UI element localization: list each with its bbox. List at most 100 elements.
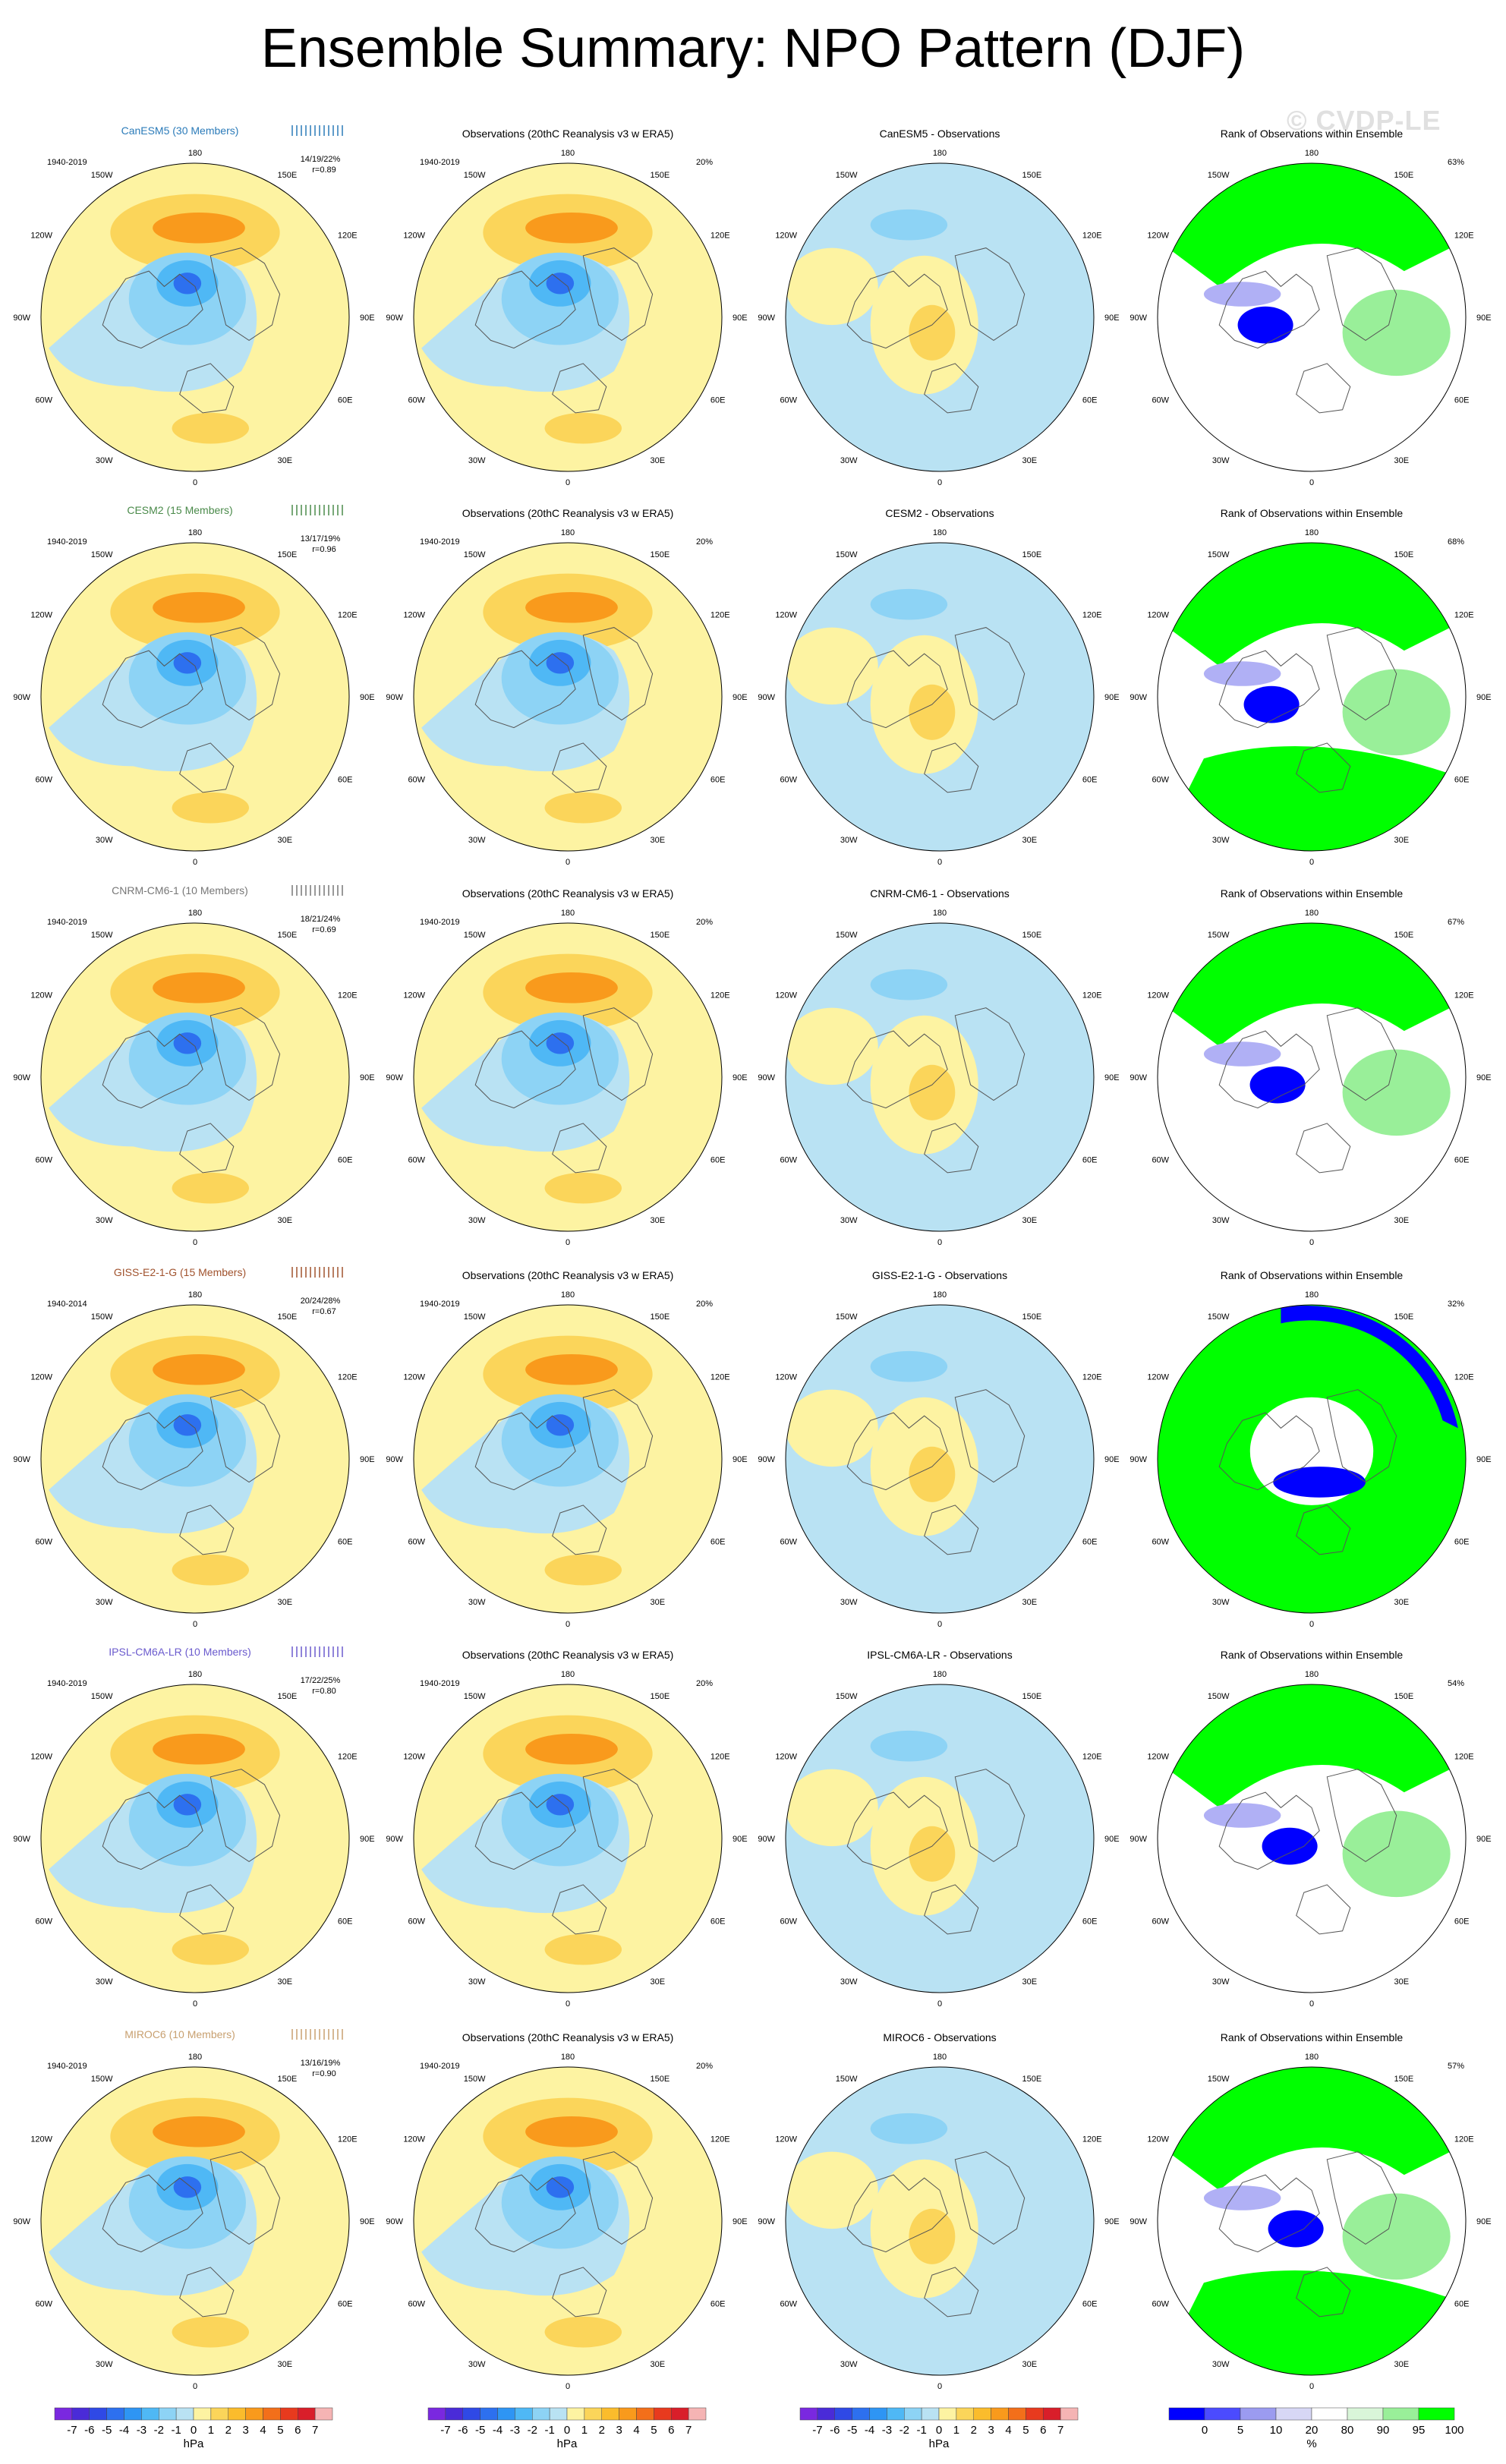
longitude-label: 180 <box>1305 1670 1319 1679</box>
map-panel: 180 150E 120E 90E 60E 30E 0 30W 60W 90W 120W 150W CE… <box>758 507 1119 867</box>
coastline <box>582 1769 654 1863</box>
longitude-label: 90W <box>1130 2217 1147 2226</box>
longitude-label: 150E <box>651 550 670 559</box>
obs-title: Observations (20thC Reanalysis v3 w ERA5… <box>462 507 674 519</box>
positive-anomaly <box>786 627 878 705</box>
coastline <box>179 1505 235 1555</box>
negative-anomaly <box>870 1730 948 1762</box>
colorbar-tick-label: 4 <box>1005 2424 1011 2437</box>
coastline <box>924 742 979 793</box>
coastline <box>210 247 281 342</box>
coastline <box>474 270 576 349</box>
positive-anomaly <box>909 1446 956 1502</box>
longitude-label: 60E <box>1082 1917 1098 1927</box>
longitude-label: 30E <box>1022 1977 1038 1987</box>
positive-anomaly <box>153 972 245 1004</box>
colorbar-tick-label: 5 <box>1022 2424 1029 2437</box>
coastlines <box>102 1389 281 1555</box>
period-label: 1940-2019 <box>47 158 87 167</box>
longitude-label: 150E <box>1022 2075 1042 2084</box>
map-border <box>40 1304 350 1614</box>
longitude-label: 180 <box>1305 2053 1319 2062</box>
longitude-label: 90E <box>1476 1073 1492 1082</box>
coastline <box>179 2267 235 2317</box>
colorbar-tick-label: -5 <box>475 2424 485 2437</box>
coastlines <box>1218 2151 1397 2317</box>
positive-anomaly <box>909 684 956 740</box>
map-panel: 180 150E 120E 90E 60E 30E 0 30W 60W 90W 120W 150W Ra… <box>1130 2031 1491 2391</box>
longitude-label: 30E <box>1394 456 1410 465</box>
longitude-label: 90E <box>733 693 748 702</box>
obs-title: Observations (20thC Reanalysis v3 w ERA5… <box>462 887 674 900</box>
longitude-label: 150W <box>836 550 858 559</box>
colorbar-swatch <box>124 2407 142 2421</box>
longitude-label: 0 <box>566 2382 570 2391</box>
colorbar-tick-label: -1 <box>171 2424 181 2437</box>
colorbar-swatch <box>298 2407 316 2421</box>
map-panel: 180 150E 120E 90E 60E 30E 0 30W 60W 90W 120W 150W GI… <box>758 1269 1119 1629</box>
longitude-label: 90W <box>758 2217 775 2226</box>
colorbar-tick-label: -3 <box>137 2424 147 2437</box>
longitude-label: 120W <box>30 232 52 241</box>
colorbar-tick-label: -6 <box>830 2424 840 2437</box>
colorbar-tick-label: -7 <box>67 2424 77 2437</box>
longitude-label: 150E <box>278 171 298 180</box>
coastline <box>582 2151 654 2245</box>
longitude-label: 60E <box>710 1156 726 1165</box>
longitude-label: 30E <box>1022 2360 1038 2369</box>
model-title: CESM2 (15 Members) <box>127 504 232 516</box>
rank-title: Rank of Observations within Ensemble <box>1221 1649 1404 1661</box>
longitude-label: 60W <box>35 1156 52 1165</box>
map-panel: 180 150E 120E 90E 60E 30E 0 30W 60W 90W 120W 150W Ca… <box>758 128 1119 487</box>
map-panel: 180 150E 120E 90E 60E 30E 0 30W 60W 90W 120W 150W IP… <box>758 1649 1119 2009</box>
positive-anomaly <box>172 1933 250 1965</box>
longitude-label: 0 <box>193 1999 197 2009</box>
longitude-label: 30E <box>278 836 293 845</box>
diff-title: CanESM5 - Observations <box>880 128 1000 140</box>
map-border <box>785 922 1095 1232</box>
colorbar-tick-label: -6 <box>84 2424 94 2437</box>
longitude-label: 120W <box>1147 991 1169 1000</box>
longitude-label: 30W <box>96 1216 113 1225</box>
colorbar-swatch <box>141 2407 159 2421</box>
longitude-label: 150E <box>1394 550 1414 559</box>
longitude-label: 60W <box>408 396 425 405</box>
longitude-label: 120E <box>1082 1753 1102 1762</box>
map-panel: 180 150E 120E 90E 60E 30E 0 30W 60W 90W 120W 150W Ob… <box>386 887 747 1247</box>
pct-label: 20% <box>696 1679 713 1688</box>
model-title: CNRM-CM6-1 (10 Members) <box>112 884 248 896</box>
longitude-label: 120W <box>1147 1753 1169 1762</box>
longitude-label: 30E <box>1394 2360 1410 2369</box>
colorbar-tick-label: -2 <box>528 2424 537 2437</box>
colorbar-swatch <box>159 2407 177 2421</box>
colorbar-swatch <box>973 2407 991 2421</box>
longitude-label: 60W <box>780 2300 797 2309</box>
longitude-label: 150W <box>464 2075 486 2084</box>
map-border <box>40 542 350 852</box>
coastline <box>846 1412 948 1491</box>
longitude-label: 90W <box>1130 1073 1147 1082</box>
colorbar-tick-label: 0 <box>936 2424 942 2437</box>
longitude-label: 60W <box>408 1156 425 1165</box>
correlation-label: r=0.90 <box>312 2069 336 2078</box>
longitude-label: 60E <box>1454 396 1470 405</box>
coastlines <box>1218 1389 1397 1555</box>
map-field <box>786 1684 1094 1993</box>
pct-label: 20% <box>696 537 713 547</box>
colorbar-swatch <box>427 2407 446 2421</box>
longitude-label: 120W <box>1147 232 1169 241</box>
longitude-label: 150E <box>1022 171 1042 180</box>
coastline <box>179 742 235 793</box>
coastlines <box>846 2151 1026 2317</box>
longitude-label: 90W <box>1130 314 1147 323</box>
longitude-label: 0 <box>937 1238 942 1247</box>
longitude-label: 120E <box>1082 991 1102 1000</box>
rank-region-lowmid <box>1203 1041 1281 1067</box>
diff-title: GISS-E2-1-G - Observations <box>872 1269 1007 1281</box>
longitude-label: 60E <box>1454 1538 1470 1547</box>
colorbar-swatch <box>71 2407 90 2421</box>
coastlines <box>102 627 281 793</box>
longitude-label: 60W <box>35 396 52 405</box>
coastline <box>474 1412 576 1491</box>
model-title: CanESM5 (30 Members) <box>121 124 239 137</box>
